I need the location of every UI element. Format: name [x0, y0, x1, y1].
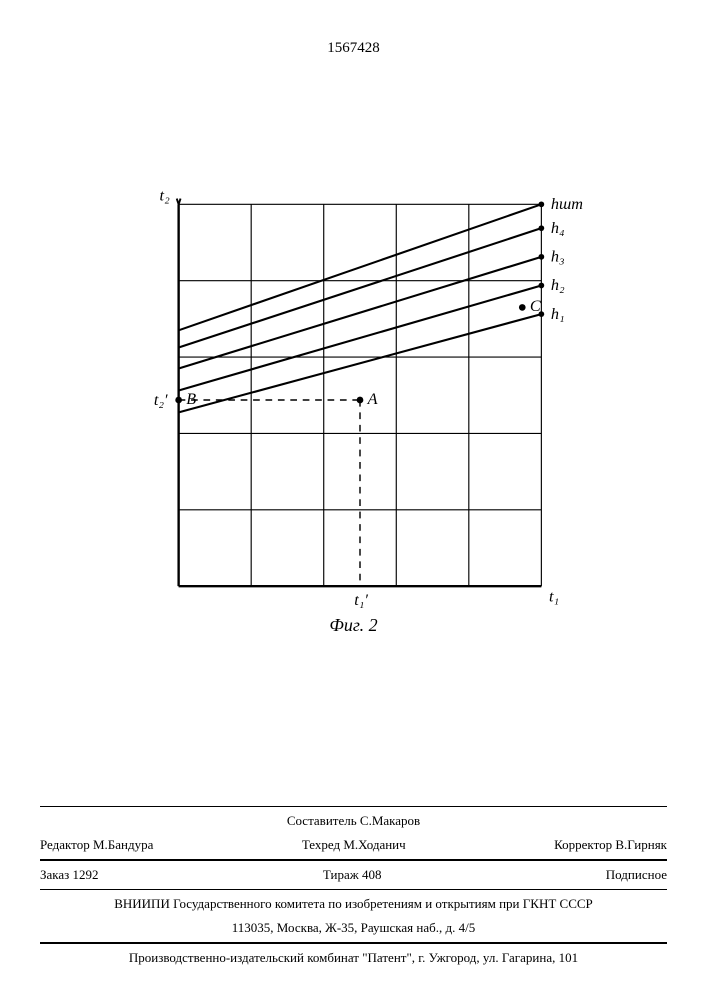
svg-text:h₃: h₃	[551, 248, 565, 266]
credits-row: Редактор М.Бандура Техред М.Ходанич Корр…	[40, 833, 667, 857]
chart: hштh₄h₃h₂h₁ABCt₂t₁t₁′t₂′	[150, 180, 530, 600]
tech-name: М.Ходанич	[343, 837, 405, 852]
svg-text:B: B	[186, 390, 196, 408]
svg-text:t₁′: t₁′	[354, 591, 368, 609]
order: Заказ 1292	[40, 867, 99, 883]
compiler-name: С.Макаров	[360, 813, 420, 828]
svg-text:t₁: t₁	[549, 587, 559, 605]
svg-text:t₂′: t₂′	[154, 391, 168, 409]
svg-text:A: A	[367, 390, 378, 408]
page-number: 1567428	[0, 40, 707, 57]
org-line-2: 113035, Москва, Ж-35, Раушская наб., д. …	[40, 916, 667, 940]
svg-text:hшт: hшт	[551, 195, 583, 213]
editor-name: М.Бандура	[93, 837, 153, 852]
figure-caption: Фиг. 2	[0, 615, 707, 636]
print-run: Тираж 408	[323, 867, 382, 883]
svg-text:t₂: t₂	[160, 187, 171, 205]
svg-text:C: C	[530, 297, 541, 315]
order-row: Заказ 1292 Тираж 408 Подписное	[40, 863, 667, 887]
svg-text:h₁: h₁	[551, 305, 565, 323]
footer-block: Составитель С.Макаров Редактор М.Бандура…	[40, 804, 667, 970]
corrector-label: Корректор	[554, 837, 612, 852]
svg-text:h₄: h₄	[551, 219, 565, 237]
compiler-line: Составитель С.Макаров	[40, 809, 667, 833]
corrector-name: В.Гирняк	[615, 837, 667, 852]
compiler-label: Составитель	[287, 813, 357, 828]
tech-label: Техред	[302, 837, 340, 852]
editor-label: Редактор	[40, 837, 90, 852]
svg-text:h₂: h₂	[551, 276, 565, 294]
org-line-1: ВНИИПИ Государственного комитета по изоб…	[40, 892, 667, 916]
subscription: Подписное	[606, 867, 667, 883]
press-line: Производственно-издательский комбинат "П…	[40, 946, 667, 970]
